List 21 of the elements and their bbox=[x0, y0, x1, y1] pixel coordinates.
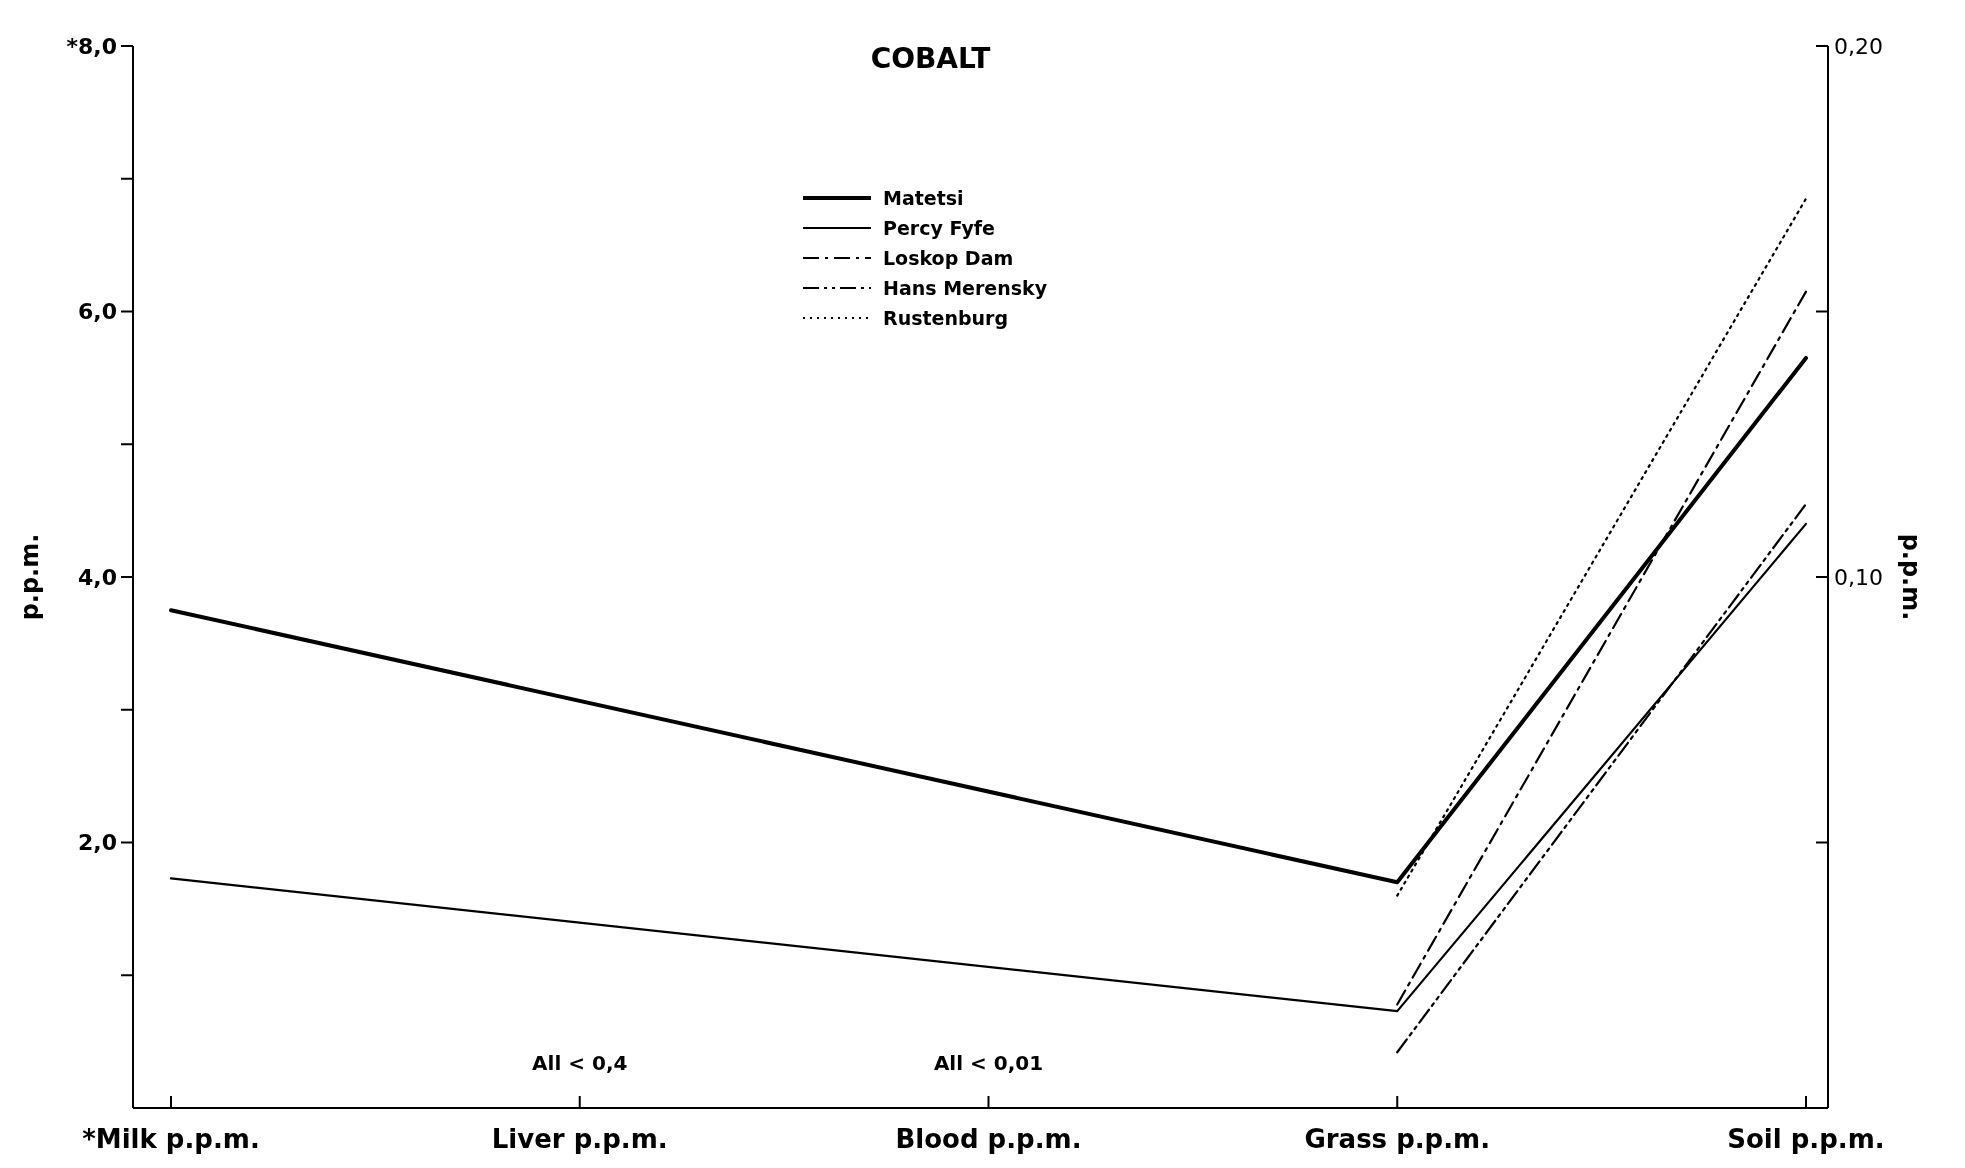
legend-label: Matetsi bbox=[883, 186, 964, 209]
chart-title: COBALT bbox=[870, 42, 991, 75]
x-tick-label: Blood p.p.m. bbox=[895, 1124, 1082, 1154]
x-tick-label: Grass p.p.m. bbox=[1304, 1124, 1491, 1154]
legend-label: Percy Fyfe bbox=[883, 216, 995, 239]
annotation: All < 0,01 bbox=[933, 1051, 1044, 1075]
y-axis-title: p.p.m. bbox=[16, 533, 44, 621]
legend-label: Rustenburg bbox=[883, 306, 1009, 329]
y-tick-label: *8,0 bbox=[66, 33, 117, 59]
x-tick-label: *Milk p.p.m. bbox=[82, 1124, 260, 1154]
legend-label: Loskop Dam bbox=[883, 246, 1014, 269]
y-tick-label: 4,0 bbox=[78, 564, 117, 590]
y-tick-label: 6,0 bbox=[78, 299, 117, 325]
y2-tick-label: 0,20 bbox=[1834, 33, 1883, 59]
x-tick-label: Liver p.p.m. bbox=[491, 1124, 668, 1154]
y2-tick-label: 0,10 bbox=[1834, 564, 1883, 590]
annotation: All < 0,4 bbox=[532, 1051, 628, 1075]
y-tick-label: 2,0 bbox=[78, 830, 117, 856]
x-tick-label: Soil p.p.m. bbox=[1727, 1124, 1885, 1154]
legend-label: Hans Merensky bbox=[883, 276, 1048, 299]
y2-axis-title: p.p.m. bbox=[1897, 533, 1925, 621]
